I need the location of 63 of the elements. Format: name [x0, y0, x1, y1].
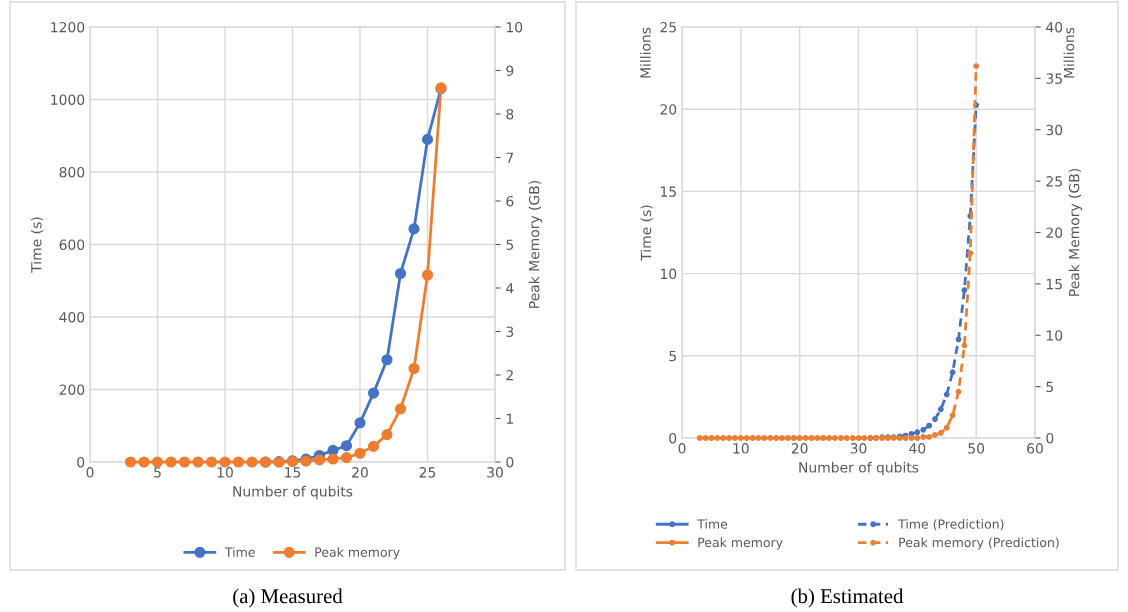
x-tick-label: 0 [678, 443, 686, 454]
y2-axis-title: Peak Memory (GB) [528, 180, 543, 308]
y2-tick-label: 4 [506, 283, 514, 294]
text: Millions [1063, 27, 1075, 78]
x-tick-label: 25 [419, 467, 436, 478]
x-axis-title: Number of qubits [799, 461, 919, 476]
y2-tick-label: 40 [1046, 21, 1063, 33]
x-tick-label: 40 [909, 443, 926, 454]
y-axis-title: Time (s) [640, 205, 653, 261]
y2-tick-label: 10 [1046, 330, 1063, 341]
legend-label: Peak memory [315, 547, 400, 560]
text: (a) Measured [233, 588, 343, 608]
y2-tick-label: 20 [1046, 227, 1063, 238]
y2-tick-label: 35 [1046, 73, 1062, 84]
y2-tick-label: 15 [1046, 279, 1062, 290]
legend-label: Time [697, 519, 728, 529]
text: (b) Estimated [791, 588, 904, 608]
x-tick-label: 0 [86, 467, 94, 478]
x-tick-label: 10 [217, 467, 233, 478]
y-tick-label: 800 [59, 166, 85, 178]
y2-tick-label: 0 [1046, 432, 1054, 444]
y2-tick-label: 9 [506, 65, 514, 76]
y-tick-label: 1000 [51, 94, 85, 105]
legend-label: Time [224, 547, 255, 557]
y-tick-label: 600 [59, 239, 85, 250]
y-tick-label: 5 [669, 350, 676, 362]
y2-tick-label: 0 [506, 456, 514, 468]
x-tick-label: 10 [733, 443, 749, 454]
x-tick-label: 30 [487, 467, 503, 478]
y-tick-label: 1200 [51, 21, 85, 33]
y-tick-label: 200 [59, 384, 85, 395]
y-tick-label: 400 [59, 311, 85, 323]
y-tick-label: 15 [660, 186, 676, 197]
x-axis-title: Number of qubits [233, 485, 353, 500]
y2-tick-label: 30 [1046, 124, 1063, 136]
y2-axis-title: Peak Memory (GB) [1068, 168, 1083, 296]
x-tick-label: 15 [285, 467, 301, 478]
y-tick-label: 0 [77, 456, 85, 468]
y2-tick-label: 2 [506, 369, 513, 381]
x-tick-label: 50 [968, 443, 985, 454]
legend-label: Peak memory (Prediction) [899, 537, 1059, 550]
y-axis-title: Time (s) [30, 217, 44, 273]
x-tick-label: 20 [352, 467, 368, 478]
y2-tick-label: 25 [1046, 176, 1062, 187]
legend-label: Peak memory [698, 537, 783, 550]
y2-tick-label: 10 [506, 21, 523, 33]
y2-tick-label: 1 [506, 413, 513, 424]
x-tick-label: 60 [1027, 443, 1043, 454]
y-tick-label: 10 [660, 268, 677, 280]
y2-tick-label: 7 [506, 152, 514, 163]
y-tick-label: 0 [669, 432, 677, 444]
x-tick-label: 30 [850, 443, 867, 454]
x-tick-label: 5 [154, 467, 161, 478]
y2-tick-label: 3 [506, 326, 514, 337]
text: Millions [639, 27, 651, 78]
y2-tick-label: 5 [506, 239, 514, 250]
y2-tick-label: 5 [1046, 381, 1054, 393]
y2-tick-label: 6 [506, 195, 514, 207]
y-tick-label: 25 [660, 21, 676, 33]
y-tick-label: 20 [660, 104, 677, 115]
y2-tick-label: 8 [506, 108, 514, 120]
legend-label: Time (Prediction) [898, 519, 1004, 531]
x-tick-label: 20 [791, 443, 808, 454]
